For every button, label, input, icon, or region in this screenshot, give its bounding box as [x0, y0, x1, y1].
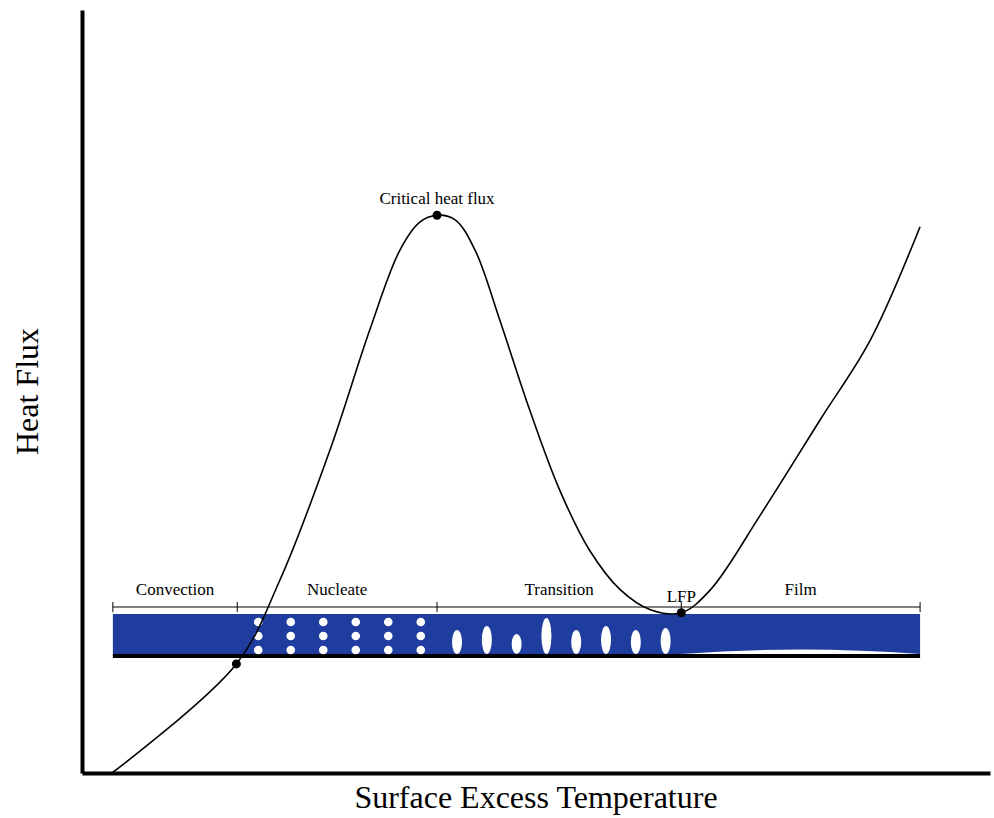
vapor-film — [681, 650, 920, 655]
marker-point — [232, 659, 241, 668]
x-axis — [83, 773, 991, 774]
bubble — [351, 632, 360, 641]
bubble — [319, 618, 328, 627]
vapor-column — [661, 628, 671, 654]
bubble — [416, 618, 425, 627]
vapor-column — [452, 630, 462, 654]
bubble — [286, 618, 295, 627]
chart: Convection Nucleate Transition Film Critical… — [0, 0, 994, 818]
bubble — [351, 618, 360, 627]
bubble — [384, 632, 393, 641]
x-axis-line — [83, 772, 991, 776]
annotation: LFP — [667, 587, 696, 606]
region-boundary — [112, 602, 113, 612]
vapor-column — [541, 618, 551, 654]
vapor-column — [601, 626, 611, 654]
bubble — [254, 646, 263, 655]
vapor-column — [482, 626, 492, 654]
region-boundary — [920, 602, 921, 612]
marker-point — [677, 608, 686, 617]
boiling-curve — [112, 215, 920, 773]
region-label: Nucleate — [307, 580, 367, 599]
bubble — [416, 646, 425, 655]
marker-point — [433, 211, 442, 220]
liquid-band — [113, 614, 920, 655]
bubble — [351, 646, 360, 655]
y-axis-line — [81, 11, 85, 774]
bubble — [416, 632, 425, 641]
heated-surface — [113, 654, 920, 658]
region-label: Convection — [136, 580, 215, 599]
y-axis — [82, 11, 83, 774]
bubble — [319, 632, 328, 641]
bubble — [286, 646, 295, 655]
bubble — [384, 646, 393, 655]
bubble — [384, 618, 393, 627]
x-axis-title: Surface Excess Temperature — [354, 779, 717, 815]
region-label: Transition — [525, 580, 595, 599]
plot-area — [112, 211, 920, 773]
annotation: Critical heat flux — [379, 189, 495, 208]
bubble — [319, 646, 328, 655]
region-bracket — [113, 607, 920, 608]
region-label: Film — [785, 580, 817, 599]
vapor-column — [571, 630, 581, 654]
region-boundary — [437, 602, 438, 612]
vapor-column — [512, 634, 522, 654]
y-axis-title: Heat Flux — [9, 328, 45, 455]
region-boundary — [237, 602, 238, 612]
vapor-column — [631, 630, 641, 654]
bubble — [286, 632, 295, 641]
regime-band: Convection Nucleate Transition Film — [113, 580, 920, 656]
